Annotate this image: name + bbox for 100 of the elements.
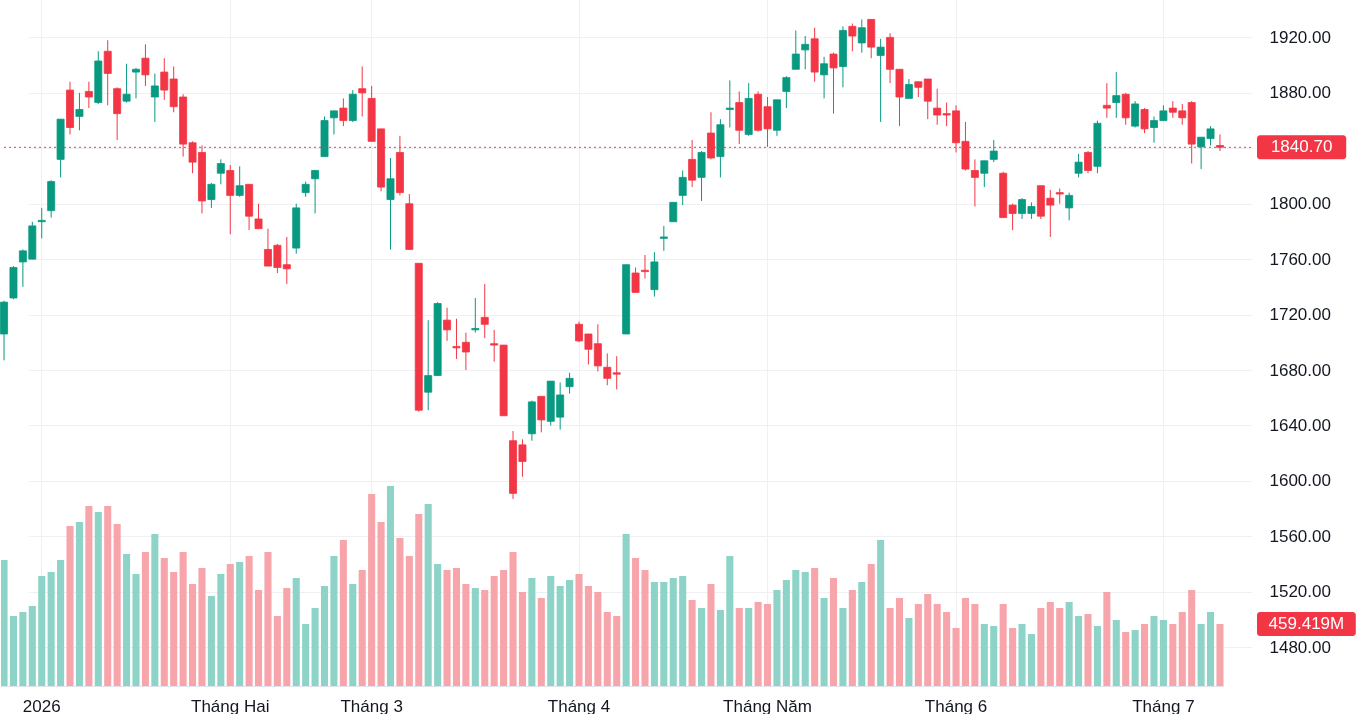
candlestick: [84, 81, 93, 109]
bar: [707, 583, 715, 686]
bar: [189, 583, 197, 686]
bar: [1093, 625, 1101, 686]
candlestick: [801, 35, 810, 70]
bar: [236, 561, 244, 686]
text: 459.419M: [1268, 613, 1345, 633]
bar: [9, 615, 17, 686]
bar: [396, 537, 404, 686]
bar: [820, 597, 828, 686]
bar: [745, 607, 753, 686]
bar: [141, 551, 149, 686]
bar: [537, 597, 545, 686]
candlestick: [339, 97, 348, 127]
bar: [226, 563, 234, 686]
candlestick: [330, 110, 338, 135]
bar: [481, 589, 489, 686]
bar: [66, 525, 74, 686]
bar: [320, 585, 329, 686]
bar: [509, 551, 517, 686]
candlestick: [311, 169, 320, 214]
bar: [1, 559, 8, 686]
y-tick-label: 1800.00: [1269, 194, 1331, 214]
candlestick: [207, 182, 216, 209]
bar: [349, 583, 357, 686]
bar: [292, 577, 300, 686]
bar: [57, 559, 65, 686]
bar: [368, 493, 376, 686]
candlestick: [904, 78, 913, 99]
bar: [735, 607, 743, 686]
y-tick-label: 1480.00: [1269, 637, 1331, 657]
candlestick: [565, 372, 574, 395]
bar: [660, 581, 668, 686]
candlestick: [678, 169, 687, 206]
bar: [160, 557, 168, 686]
candlestick: [829, 52, 838, 115]
bar: [245, 555, 253, 686]
y-tick-label: 1600.00: [1269, 471, 1331, 491]
bar: [85, 505, 93, 686]
bar: [1075, 615, 1083, 686]
bar: [1112, 619, 1120, 686]
bar: [990, 625, 998, 686]
bar: [801, 571, 809, 686]
bar: [1131, 629, 1139, 686]
bar: [302, 623, 310, 686]
candlestick: [150, 72, 159, 123]
bar: [490, 575, 498, 686]
bar: [198, 567, 206, 686]
bar: [386, 485, 395, 686]
bar: [1046, 601, 1054, 686]
bar: [311, 607, 319, 686]
y-tick-label: 1640.00: [1269, 415, 1331, 435]
candlestick: [37, 207, 46, 239]
candlestick: [980, 160, 989, 188]
bar: [961, 597, 969, 686]
ref-line-label: 1840.70: [1270, 137, 1333, 157]
bar: [1103, 591, 1111, 686]
bar: [943, 611, 951, 686]
candlestick: [1074, 153, 1083, 178]
bar: [1216, 623, 1224, 686]
bar: [1018, 623, 1026, 686]
y-tick-label: 1880.00: [1269, 83, 1331, 103]
bar: [1141, 623, 1149, 686]
candlestick: [1112, 71, 1121, 119]
candlestick: [1140, 107, 1149, 134]
bar: [434, 563, 442, 686]
candlestick: [1065, 192, 1074, 221]
candlestick: [641, 254, 649, 280]
bar: [914, 603, 922, 686]
bar: [264, 551, 272, 686]
bar: [273, 615, 281, 686]
candlestick: [1102, 82, 1111, 119]
bar: [622, 533, 630, 686]
bar: [829, 577, 838, 686]
bar: [933, 603, 941, 686]
bar: [839, 607, 847, 686]
candlestick: [659, 225, 668, 252]
candlestick: [791, 29, 800, 70]
bar: [641, 569, 649, 686]
bar: [339, 539, 347, 686]
bar: [424, 503, 432, 686]
bar: [518, 591, 526, 686]
bar: [207, 595, 215, 686]
candlestick: [103, 39, 112, 106]
candlestick: [1131, 100, 1140, 128]
bar: [1009, 627, 1017, 686]
candlestick: [254, 203, 263, 230]
bar: [1207, 611, 1215, 686]
bar: [603, 611, 611, 686]
bar: [886, 607, 894, 686]
candlestick: [631, 266, 640, 293]
bar: [669, 577, 677, 686]
candlestick: [132, 67, 140, 99]
bar: [1197, 623, 1205, 686]
candlestick: [160, 57, 169, 101]
bar: [1037, 607, 1045, 686]
bar: [726, 555, 734, 686]
candlestick: [386, 157, 395, 250]
bar: [952, 627, 960, 686]
bar: [1188, 589, 1196, 686]
